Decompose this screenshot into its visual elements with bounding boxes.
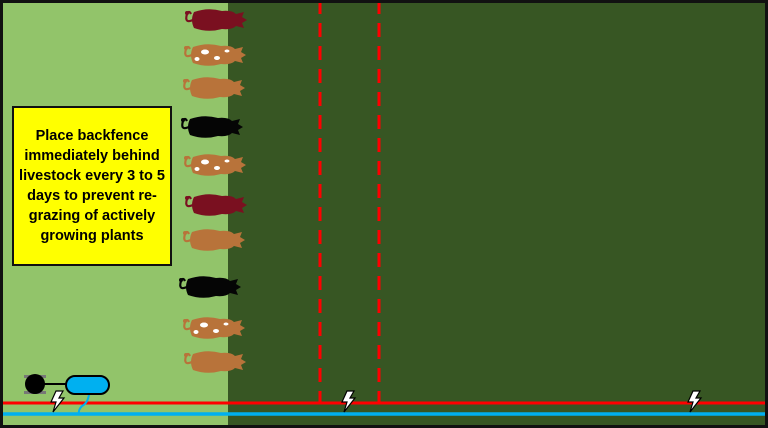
cow-brown xyxy=(183,77,245,99)
cow-spotted xyxy=(184,154,246,176)
instruction-text: Place backfence immediately behind lives… xyxy=(19,128,165,244)
cow-brown xyxy=(184,351,246,373)
cow-maroon xyxy=(185,194,247,216)
lightning-bolt-icon xyxy=(687,390,703,413)
cow-spotted xyxy=(183,317,245,339)
cow-black xyxy=(179,276,241,298)
lightning-bolt-icon xyxy=(341,390,357,413)
cow-black xyxy=(181,116,243,138)
cow-brown xyxy=(183,229,245,251)
water-tank-icon xyxy=(65,375,110,395)
ungrazed-pasture xyxy=(228,0,768,428)
water-hose xyxy=(77,393,90,415)
cow-spotted xyxy=(184,44,246,66)
reel-icon xyxy=(24,374,66,394)
cow-maroon xyxy=(185,9,247,31)
lightning-bolt-icon xyxy=(50,390,66,413)
instruction-note: Place backfence immediately behind lives… xyxy=(12,106,172,266)
livestock-herd xyxy=(179,9,247,373)
